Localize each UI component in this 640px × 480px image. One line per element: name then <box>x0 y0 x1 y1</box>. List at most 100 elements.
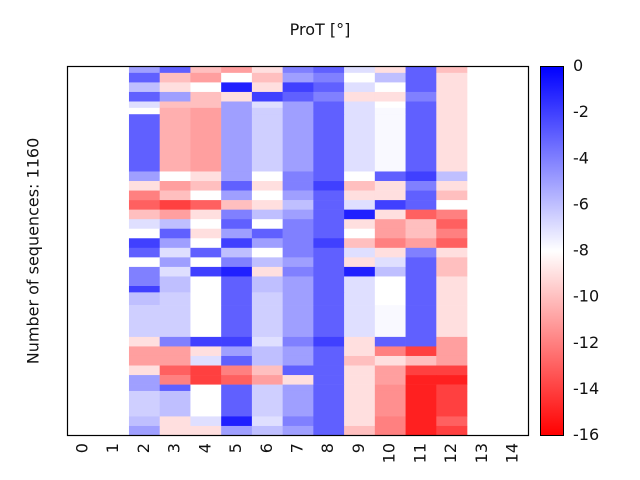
heatmap-cell <box>344 276 376 287</box>
heatmap-cell <box>128 181 160 191</box>
heatmap-cell <box>159 355 191 366</box>
chart-title: ProT [°] <box>289 20 351 39</box>
heatmap-cell <box>221 228 253 239</box>
x-tick-label: 13 <box>472 443 491 463</box>
heatmap-cell <box>405 384 437 392</box>
heatmap-cell <box>374 247 406 258</box>
heatmap-cell <box>251 101 283 109</box>
heatmap-cell <box>374 416 406 427</box>
heatmap-cell <box>405 416 437 427</box>
heatmap-cell <box>159 91 191 102</box>
heatmap-cell <box>159 171 191 182</box>
heatmap-cell <box>374 390 406 417</box>
heatmap-cell <box>405 336 437 347</box>
heatmap-cell <box>344 390 376 417</box>
heatmap-cell <box>282 107 314 115</box>
heatmap-cell <box>282 355 314 366</box>
colorbar-tick-label: -14 <box>573 379 599 398</box>
heatmap-cell <box>313 209 345 220</box>
heatmap-cell <box>190 257 222 268</box>
x-tick-label: 2 <box>134 443 153 453</box>
heatmap-cell <box>282 384 314 392</box>
heatmap-cell <box>374 285 406 293</box>
heatmap-cell <box>374 266 406 277</box>
heatmap-cell <box>344 305 376 338</box>
heatmap-cell <box>344 209 376 220</box>
heatmap-cell <box>374 425 406 436</box>
heatmap-cell <box>221 390 253 417</box>
heatmap-cell <box>344 91 376 102</box>
heatmap-cell <box>128 346 160 357</box>
heatmap-cell <box>313 336 345 347</box>
heatmap-cell <box>313 346 345 357</box>
heatmap-cell <box>190 292 222 306</box>
heatmap-cell <box>344 200 376 210</box>
heatmap-cell <box>159 228 191 239</box>
heatmap-cell <box>313 228 345 239</box>
heatmap-cell <box>159 257 191 268</box>
heatmap-cell <box>282 425 314 436</box>
heatmap-cell <box>190 101 222 109</box>
heatmap-cell <box>436 181 468 191</box>
heatmap-cell <box>405 257 437 268</box>
heatmap-cell <box>159 190 191 201</box>
colorbar-tick-label: -10 <box>573 287 599 306</box>
heatmap-cell <box>128 336 160 347</box>
heatmap-cell <box>159 384 191 392</box>
heatmap-cell <box>374 257 406 268</box>
heatmap-cell <box>190 209 222 220</box>
heatmap-cell <box>344 416 376 427</box>
heatmap-cell <box>221 292 253 306</box>
heatmap-cell <box>344 114 376 172</box>
heatmap-cell <box>251 375 283 385</box>
heatmap-cell <box>221 209 253 220</box>
heatmap-cell <box>221 425 253 436</box>
heatmap-cell <box>128 107 160 115</box>
heatmap-cell <box>436 285 468 293</box>
heatmap-cell <box>128 114 160 172</box>
heatmap-cell <box>436 190 468 201</box>
heatmap-cell <box>313 181 345 191</box>
heatmap-cell <box>405 425 437 436</box>
heatmap-cell <box>159 114 191 172</box>
heatmap-cell <box>344 336 376 347</box>
heatmap-cell <box>251 390 283 417</box>
heatmap-cell <box>159 305 191 338</box>
heatmap-cell <box>159 390 191 417</box>
heatmap-cell <box>190 375 222 385</box>
heatmap-cell <box>221 305 253 338</box>
heatmap-cell <box>190 266 222 277</box>
heatmap-cell <box>221 219 253 230</box>
heatmap-cell <box>344 228 376 239</box>
heatmap-cell <box>374 355 406 366</box>
heatmap-cell <box>221 66 253 74</box>
heatmap-cell <box>436 276 468 287</box>
heatmap-cell <box>313 190 345 201</box>
heatmap-cell <box>128 292 160 306</box>
heatmap-cell <box>221 285 253 293</box>
heatmap-cell <box>313 72 345 83</box>
x-tick-label: 14 <box>503 443 522 463</box>
heatmap-cell <box>221 336 253 347</box>
heatmap-cell <box>313 390 345 417</box>
heatmap-cell <box>405 285 437 293</box>
heatmap-cell <box>436 114 468 172</box>
heatmap-cell <box>221 91 253 102</box>
heatmap-cell <box>282 66 314 74</box>
heatmap-cell <box>159 209 191 220</box>
heatmap-cell <box>282 390 314 417</box>
heatmap-cell <box>251 200 283 210</box>
heatmap-cell <box>344 171 376 182</box>
heatmap-cell <box>128 209 160 220</box>
heatmap-cell <box>313 416 345 427</box>
heatmap-cell <box>282 114 314 172</box>
heatmap-cell <box>282 257 314 268</box>
heatmap-cell <box>313 305 345 338</box>
heatmap-cell <box>374 365 406 376</box>
heatmap-cell <box>190 181 222 191</box>
heatmap-cell <box>190 355 222 366</box>
heatmap-cell <box>128 91 160 102</box>
heatmap-cell <box>436 425 468 436</box>
heatmap-cell <box>221 101 253 109</box>
